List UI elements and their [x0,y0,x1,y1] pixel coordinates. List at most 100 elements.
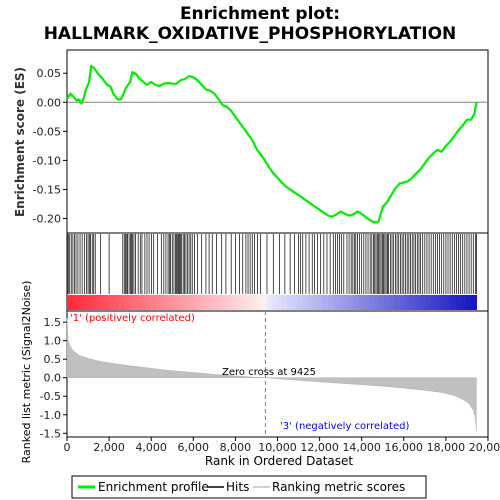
heatmap-cell [430,295,437,310]
heatmap-cell [266,295,273,310]
xtick-label: 10,000 [258,441,297,454]
xtick-label: 12,000 [300,441,339,454]
heatmap-cell [328,295,334,310]
ranking-metric-area [66,318,477,432]
heatmap-cell [415,295,421,310]
heatmap-cell [107,295,114,310]
xtick-label: 14,000 [342,441,381,454]
legend-label-enrichment: Enrichment profile [98,480,209,494]
heatmap-cell [302,295,309,310]
es-ytick-label: -0.15 [33,183,61,196]
ranking-ytick-label: 1.0 [44,335,62,348]
heatmap-cell [92,295,99,310]
heatmap-cell [440,295,447,310]
ranking-ytick-label: -1.0 [40,409,61,422]
heatmap-cell [399,295,406,310]
heatmap-cell [281,295,288,310]
heatmap-cell [353,295,360,310]
ranking-ytick-label: -1.5 [40,427,61,440]
rank-heatmap-bar [67,295,478,310]
xtick-label: 6,000 [178,441,210,454]
axes: 0.050.00-0.05-0.10-0.15-0.201.51.00.50.0… [33,67,500,454]
es-ytick-label: -0.05 [33,125,61,138]
heatmap-cell [189,295,196,310]
heatmap-cell [379,295,385,310]
es-ytick-label: -0.20 [33,212,61,225]
xtick-label: 20,000 [469,441,500,454]
heatmap-cell [358,295,365,310]
legend-label-hits: Hits [226,480,249,494]
heatmap-cell [133,295,140,310]
zero-cross-label: Zero cross at 9425 [222,367,316,378]
heatmap-cell [128,295,135,310]
xtick-label: 16,000 [385,441,424,454]
heatmap-cell [154,295,160,310]
es-panel [66,64,488,224]
ranking-ytick-label: 1.5 [44,316,62,329]
heatmap-cell [297,295,304,310]
heatmap-cell [138,295,145,310]
enrichment-profile-line [66,64,478,224]
heatmap-cell [230,295,237,310]
heatmap-cell [87,295,94,310]
heatmap-cell [471,295,478,310]
ranking-ytick-label: 0.5 [44,353,62,366]
heatmap-cell [461,295,467,310]
chart-title-line-2: HALLMARK_OXIDATIVE_PHOSPHORYLATION [44,24,457,44]
heatmap-cell [82,295,89,310]
heatmap-cell [338,295,344,310]
heatmap-cell [169,295,176,310]
heatmap-cell [148,295,155,310]
heatmap-cell [404,295,411,310]
heatmap-cell [251,295,257,310]
heatmap-cell [445,295,452,310]
heatmap-cell [194,295,201,310]
heatmap-cell [455,295,462,310]
heatmap-cell [205,295,211,310]
heatmap-cell [384,295,391,310]
es-panel-frame [66,49,489,234]
heatmap-cell [179,295,186,310]
heatmap-cell [312,295,319,310]
heatmap-cell [102,295,109,310]
heatmap-cell [348,295,355,310]
es-ylabel: Enrichment score (ES) [13,67,27,217]
heatmap-cell [235,295,242,310]
heatmap-cell [184,295,191,310]
xtick-label: 0 [64,441,71,454]
heatmap-cell [322,295,329,310]
heatmap-cell [394,295,401,310]
heatmap-cell [435,295,442,310]
heatmap-cell [409,295,416,310]
heatmap-cell [420,295,426,310]
heatmap-cell [343,295,350,310]
ranking-ylabel: Ranked list metric (Signal2Noise) [20,281,33,464]
legend-label-ranking: Ranking metric scores [272,480,405,494]
hits-panel [67,234,477,294]
heatmap-cell [72,295,78,310]
heatmap-cell [246,295,252,310]
negative-correlation-label: '3' (negatively correlated) [280,421,409,432]
heatmap-cell [215,295,222,310]
xtick-label: 18,000 [427,441,466,454]
heatmap-cell [210,295,217,310]
heatmap-cell [466,295,472,310]
heatmap-cell [276,295,283,310]
heatmap-cell [425,295,431,310]
heatmap-cell [374,295,380,310]
es-ytick-label: 0.00 [37,96,62,109]
legend-box [71,475,427,499]
heatmap-cell [67,295,73,310]
heatmap-cell [143,295,150,310]
heatmap-cell [200,295,206,310]
xtick-label: 4,000 [135,441,167,454]
heatmap-cell [317,295,324,310]
heatmap-cell [450,295,457,310]
es-ytick-label: 0.05 [37,67,62,80]
heatmap-cell [333,295,339,310]
xtick-label: 2,000 [93,441,125,454]
heatmap-cell [256,295,263,310]
heatmap-cell [292,295,298,310]
x-axis-label: Rank in Ordered Dataset [205,454,353,468]
